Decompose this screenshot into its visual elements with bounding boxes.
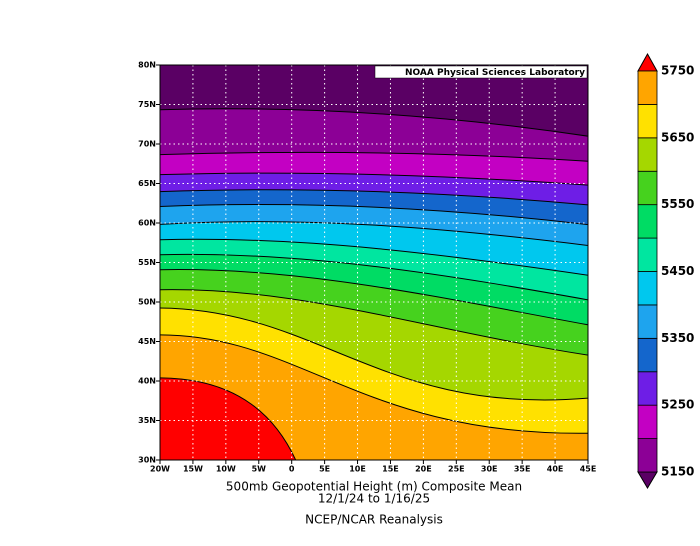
credit: NOAA Physical Sciences Laboratory: [405, 68, 585, 78]
lat-label: 40N: [138, 377, 156, 386]
contour-band: [160, 65, 588, 137]
lon-label: 10E: [349, 465, 366, 474]
source: NCEP/NCAR Reanalysis: [305, 513, 443, 527]
contour-line: [160, 172, 588, 186]
lat-label: 75N: [138, 100, 156, 109]
colorbar-arrow: [637, 471, 658, 489]
lon-label: 15E: [382, 465, 399, 474]
lon-label: 25E: [448, 465, 465, 474]
lat-label: 55N: [138, 258, 156, 267]
contour-line: [160, 189, 588, 206]
credit-box: [374, 65, 588, 79]
colorbar-segment: [637, 70, 658, 105]
colorbar-label: 5150: [661, 465, 694, 479]
lon-label: 45E: [580, 465, 597, 474]
colorbar-segment: [637, 104, 658, 139]
colorbar-segment: [637, 337, 658, 373]
lon-label: 0: [289, 465, 295, 474]
lat-label: 70N: [138, 140, 156, 149]
contour-line: [160, 221, 588, 247]
contour-field: [160, 65, 588, 460]
lon-label: 35E: [514, 465, 531, 474]
colorbar-label: 5750: [661, 64, 694, 78]
colorbar: 5150 5250 5350 5450 5550 5650 5750: [637, 52, 694, 489]
lat-label: 65N: [138, 179, 156, 188]
colorbar-segment: [637, 304, 658, 339]
colorbar-segment: [637, 204, 658, 239]
lon-label: 20W: [150, 465, 170, 474]
lat-label: 35N: [138, 416, 156, 425]
contour-line: [160, 253, 588, 301]
lat-label: 60N: [138, 219, 156, 228]
colorbar-label: 5450: [661, 264, 694, 278]
lat-label: 50N: [138, 298, 156, 307]
lat-label: 80N: [138, 61, 156, 70]
colorbar-label: 5250: [661, 398, 694, 412]
map-title: 500mb Geopotential Height (m) Composite …: [226, 480, 522, 494]
colorbar-segment: [637, 371, 658, 406]
colorbar-arrow: [637, 52, 658, 72]
colorbar-label: 5350: [661, 331, 694, 345]
lon-label: 40E: [547, 465, 564, 474]
contour-line: [160, 289, 588, 356]
colorbar-segment: [637, 137, 658, 172]
colorbar-segment: [637, 438, 658, 473]
lon-label: 5W: [252, 465, 267, 474]
contour-line: [160, 377, 297, 460]
lon-label: 15W: [183, 465, 203, 474]
contour-line: [160, 203, 588, 226]
colorbar-segment: [637, 237, 658, 272]
contour-line: [160, 108, 588, 137]
lat-label: 30N: [138, 456, 156, 465]
lon-label: 20E: [415, 465, 432, 474]
colorbar-segment: [637, 404, 658, 439]
lon-label: 5E: [319, 465, 330, 474]
colorbar-label: 5550: [661, 197, 694, 211]
contour-line: [160, 334, 588, 434]
graticule: [160, 65, 588, 460]
colorbar-segment: [637, 271, 658, 306]
contour-line: [160, 238, 588, 276]
colorbar-label: 5650: [661, 130, 694, 144]
contour-line: [160, 307, 588, 401]
date-range: 12/1/24 to 1/16/25: [318, 492, 430, 506]
lon-label: 30E: [481, 465, 498, 474]
lon-label: 10W: [216, 465, 236, 474]
contour-line: [160, 151, 588, 162]
colorbar-segment: [637, 170, 658, 206]
contour-line: [160, 269, 588, 326]
lat-label: 45N: [138, 337, 156, 346]
